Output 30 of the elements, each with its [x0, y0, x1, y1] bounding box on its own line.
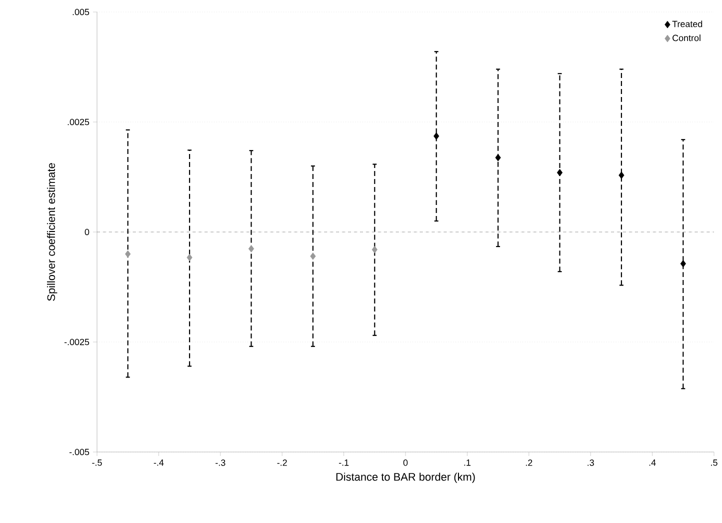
point: [434, 132, 440, 140]
point: [556, 168, 563, 176]
x-tick-label: .4: [649, 460, 656, 466]
x-tick-label: .3: [588, 460, 594, 466]
x-tick-label: .2: [526, 460, 532, 466]
legend-label: Control: [672, 34, 700, 42]
y-tick-label: -.005: [69, 448, 90, 456]
point: [125, 250, 131, 258]
x-tick-label: .5: [711, 460, 718, 466]
x-tick-label: -.4: [154, 460, 164, 466]
y-tick-label: -.0025: [64, 338, 90, 346]
y-tick-label: .0025: [68, 118, 90, 126]
point: [372, 246, 378, 254]
legend-label: Treated: [672, 20, 702, 28]
x-tick-label: -.3: [216, 460, 226, 466]
point: [186, 254, 192, 262]
point: [310, 252, 316, 260]
x-tick-label: -.5: [92, 460, 102, 466]
y-tick-label: .005: [72, 8, 90, 16]
y-tick-label: 0: [84, 228, 90, 236]
point: [618, 172, 624, 179]
x-tick-label: .1: [464, 460, 471, 466]
point: [248, 245, 254, 252]
point: [680, 260, 686, 268]
x-axis-title: Distance to BAR border (km): [336, 472, 475, 483]
point: [495, 154, 501, 162]
x-tick-label: -.1: [338, 460, 349, 466]
x-tick-label: -.2: [277, 460, 287, 466]
x-tick-label: 0: [403, 460, 408, 466]
y-axis-title: Spillover coefficient estimate: [47, 163, 58, 301]
